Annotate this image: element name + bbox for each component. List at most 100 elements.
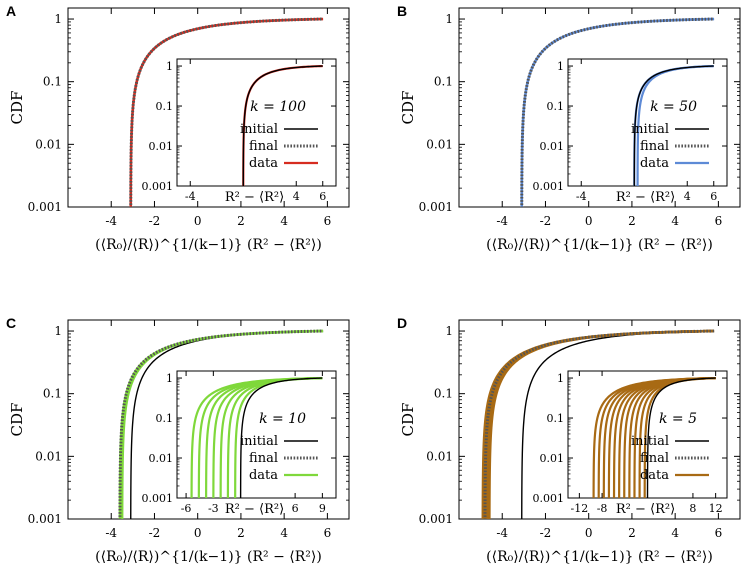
inset-y-tick-label: 1: [557, 372, 564, 385]
legend-label-final: final: [640, 451, 669, 466]
legend-label-final: final: [249, 451, 278, 466]
legend-label-initial: initial: [240, 122, 278, 137]
main-plot-area: [129, 17, 324, 207]
panel-A: A 0.001 0.01 0.1 1 -4 -2 0 2 4 6 CDF (⟨R₀⟩/⟨R⟩)^{1/(…: [6, 3, 350, 253]
panel-letter: B: [397, 3, 407, 19]
inset-x-label: R² − ⟨R²⟩: [616, 190, 675, 205]
main-axes-frame: [458, 319, 741, 520]
panel-letter: C: [6, 315, 16, 331]
legend-label-data: data: [249, 156, 278, 171]
k-label: k = 100: [250, 99, 306, 115]
y-tick-label: 1: [54, 12, 62, 26]
x-axis-label: (⟨R₀⟩/⟨R⟩)^{1/(k−1)} (R² − ⟨R²⟩): [95, 549, 322, 565]
panel-D: D 0.001 0.01 0.1 1 -4 -2 0 2 4 6 CDF (⟨R₀⟩/⟨R⟩)^{1/(…: [397, 315, 741, 565]
x-tick-label: 0: [194, 526, 202, 540]
inset-y-tick-label: 0.01: [149, 452, 174, 465]
inset-x-tick-label: -4: [185, 190, 196, 203]
legend-label-initial: initial: [240, 434, 278, 449]
legend-label-data: data: [640, 156, 669, 171]
main-axes-frame: [458, 7, 741, 208]
y-tick-label: 0.001: [28, 200, 62, 214]
legend-label-initial: initial: [631, 122, 669, 137]
inset-x-label: R² − ⟨R²⟩: [616, 502, 675, 517]
series-final: [483, 329, 715, 519]
inset-x-tick-label: -8: [597, 502, 608, 515]
y-tick-label: 0.001: [419, 512, 453, 526]
inset-y-tick-label: 1: [166, 60, 173, 73]
main-plot-area: [520, 17, 715, 207]
inset-y-tick-label: 0.1: [547, 100, 565, 113]
y-tick-label: 0.1: [434, 387, 453, 401]
inset-x-tick-label: -4: [576, 190, 587, 203]
x-tick-label: 2: [237, 214, 245, 228]
inset-y-tick-label: 0.001: [533, 492, 565, 505]
x-axis-label: (⟨R₀⟩/⟨R⟩)^{1/(k−1)} (R² − ⟨R²⟩): [486, 237, 713, 253]
inset-plot-area: [242, 64, 323, 186]
y-tick-label: 0.01: [426, 137, 453, 151]
x-tick-label: 2: [237, 526, 245, 540]
inset-y-tick-label: 0.01: [540, 140, 565, 153]
x-tick-label: 0: [585, 214, 593, 228]
x-tick-label: -4: [496, 526, 508, 540]
x-axis-label: (⟨R₀⟩/⟨R⟩)^{1/(k−1)} (R² − ⟨R²⟩): [486, 549, 713, 565]
inset-y-tick-label: 0.01: [540, 452, 565, 465]
y-tick-label: 0.01: [426, 449, 453, 463]
panel-letter: D: [397, 315, 407, 331]
y-axis-label: CDF: [399, 91, 417, 125]
main-plot-area: [118, 329, 324, 519]
main-axes-frame: [67, 7, 350, 208]
panel-B: B 0.001 0.01 0.1 1 -4 -2 0 2 4 6 CDF (⟨R₀⟩/⟨R⟩)^{1/(…: [397, 3, 741, 253]
x-tick-label: -2: [540, 214, 552, 228]
y-axis-label: CDF: [8, 91, 26, 125]
inset-y-tick-label: 0.1: [547, 412, 565, 425]
main-plot-area: [481, 329, 715, 519]
y-tick-label: 0.1: [434, 75, 453, 89]
inset-x-tick-label: 12: [709, 502, 723, 515]
x-tick-label: -2: [540, 526, 552, 540]
series-final: [129, 17, 324, 207]
panel-letter: A: [6, 3, 16, 19]
y-axis-label: CDF: [8, 403, 26, 437]
legend-label-data: data: [640, 468, 669, 483]
main-axes-frame: [67, 319, 350, 520]
inset-x-tick-label: -12: [570, 502, 588, 515]
inset-y-tick-label: 1: [166, 372, 173, 385]
x-tick-label: 6: [715, 214, 723, 228]
y-tick-label: 1: [54, 324, 62, 338]
inset-x-tick-label: 6: [710, 190, 717, 203]
inset-plot-area: [592, 376, 716, 498]
y-tick-label: 0.1: [43, 387, 62, 401]
inset-y-tick-label: 1: [557, 60, 564, 73]
y-axis-label: CDF: [399, 403, 417, 437]
k-label: k = 5: [659, 411, 697, 427]
inset-series-initial: [633, 65, 714, 186]
legend-label-final: final: [640, 139, 669, 154]
series-final: [520, 17, 715, 207]
x-tick-label: 2: [628, 214, 636, 228]
inset-x-tick-label: 8: [689, 502, 696, 515]
x-tick-label: 6: [324, 214, 332, 228]
x-tick-label: 4: [671, 526, 679, 540]
inset-y-tick-label: 0.1: [156, 412, 174, 425]
inset-plot-area: [633, 64, 714, 186]
x-tick-label: -2: [149, 526, 161, 540]
inset-axes-frame: [176, 370, 337, 499]
y-tick-label: 0.01: [35, 449, 62, 463]
y-tick-label: 0.01: [35, 137, 62, 151]
inset-y-tick-label: 0.01: [149, 140, 174, 153]
inset-x-label: R² − ⟨R²⟩: [225, 502, 284, 517]
y-tick-label: 0.001: [28, 512, 62, 526]
legend-label-final: final: [249, 139, 278, 154]
inset-x-tick-label: -6: [181, 502, 192, 515]
inset-x-tick-label: 9: [319, 502, 326, 515]
inset-series-initial: [239, 377, 323, 498]
y-tick-label: 1: [445, 324, 453, 338]
inset-y-tick-label: 0.001: [142, 180, 174, 193]
inset-x-label: R² − ⟨R²⟩: [225, 190, 284, 205]
series-data: [488, 329, 715, 519]
x-tick-label: 4: [671, 214, 679, 228]
x-tick-label: -4: [105, 526, 117, 540]
legend-label-data: data: [249, 468, 278, 483]
